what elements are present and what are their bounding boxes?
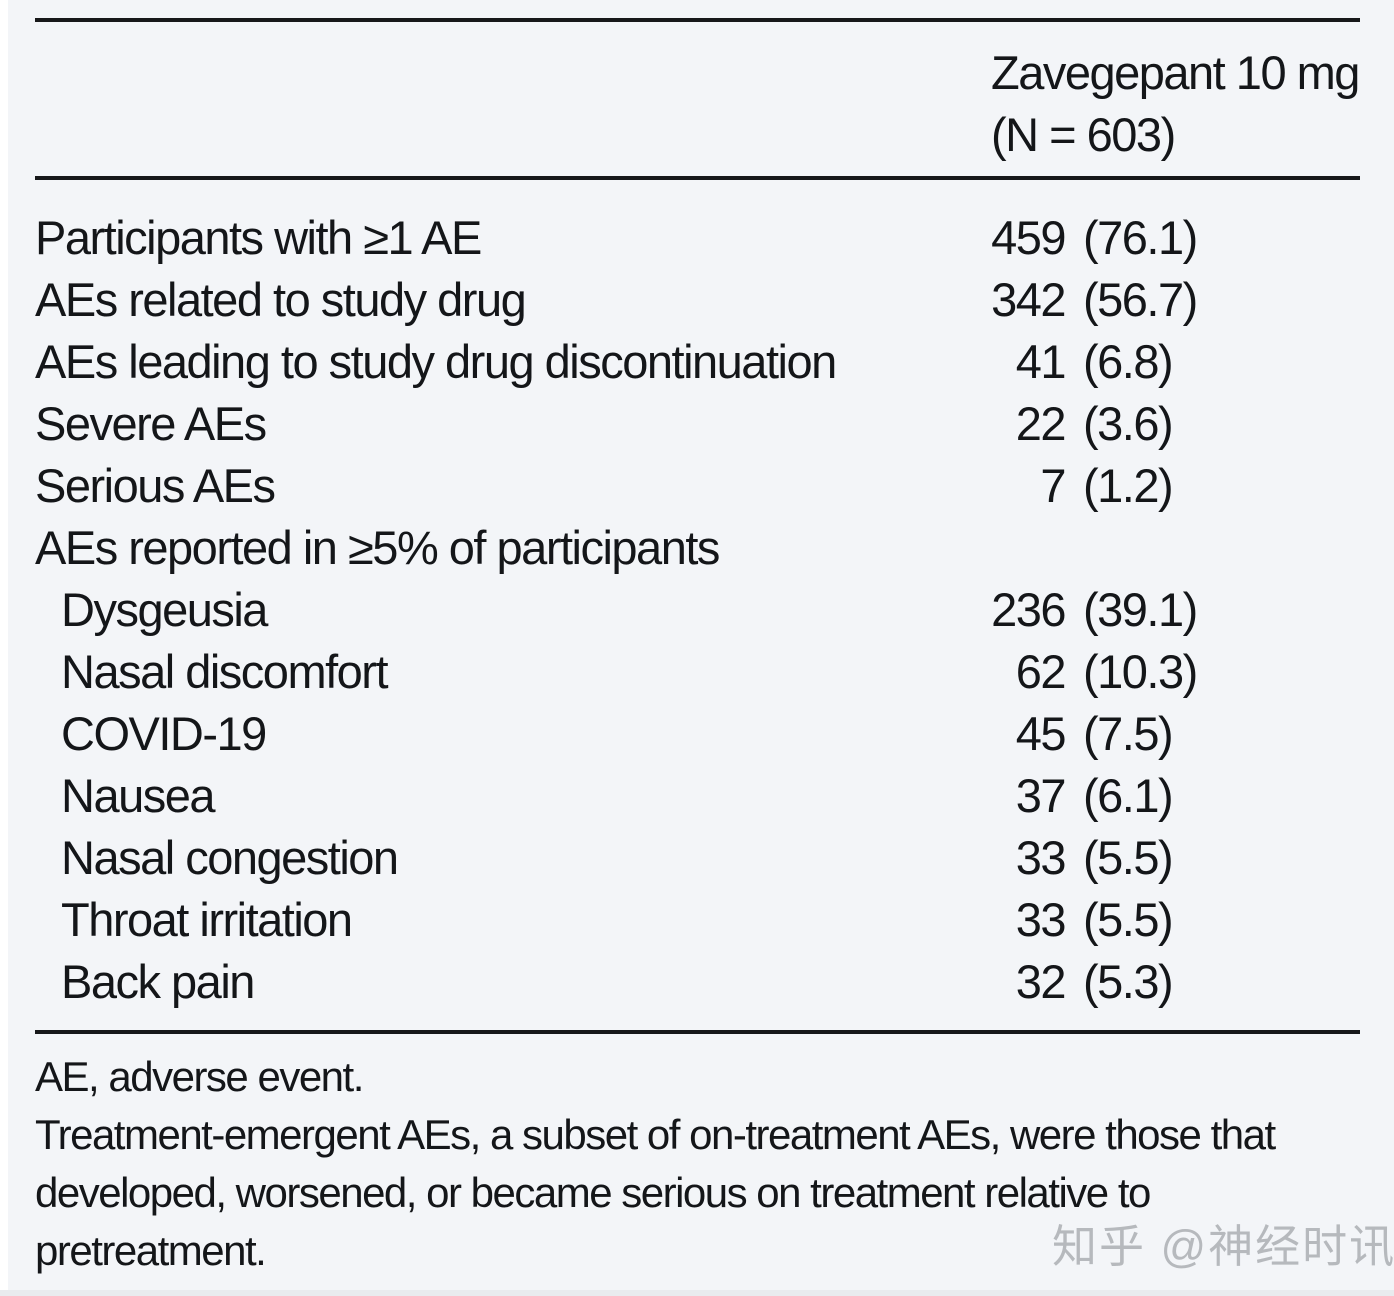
row-value: 459 (76.1)	[985, 207, 1198, 269]
table-row: Nausea 37 (6.1)	[35, 765, 1360, 827]
row-count: 342	[991, 273, 1066, 326]
table-row: Serious AEs 7 (1.2)	[35, 455, 1360, 517]
row-label: Participants with ≥1 AE	[35, 211, 482, 264]
row-percent: (76.1)	[1083, 211, 1198, 264]
row-value: 33 (5.5)	[985, 889, 1174, 951]
row-count: 33	[1015, 893, 1067, 946]
row-percent: (1.2)	[1083, 459, 1174, 512]
watermark-text: 知乎 @神经时讯	[1052, 1221, 1394, 1272]
row-percent: (5.3)	[1083, 955, 1174, 1008]
row-count: 7	[1040, 459, 1066, 512]
row-count: 236	[991, 583, 1066, 636]
table-row: AEs leading to study drug discontinuatio…	[35, 331, 1360, 393]
row-percent: (3.6)	[1083, 397, 1174, 450]
footnote-line: Treatment-emergent AEs, a subset of on-t…	[35, 1111, 1276, 1158]
row-label: AEs reported in ≥5% of participants	[35, 521, 720, 574]
row-label: Nausea	[61, 769, 216, 822]
row-value: 41 (6.8)	[985, 331, 1174, 393]
row-percent: (6.8)	[1083, 335, 1174, 388]
row-count: 37	[1015, 769, 1067, 822]
column-header: Zavegepant 10 mg (N = 603)	[991, 42, 1360, 166]
row-count: 45	[1015, 707, 1067, 760]
table-row: Nasal congestion 33 (5.5)	[35, 827, 1360, 889]
row-count: 32	[1015, 955, 1067, 1008]
table-row: AEs reported in ≥5% of participants	[35, 517, 1360, 579]
row-label: Severe AEs	[35, 397, 267, 450]
row-value: 62 (10.3)	[985, 641, 1199, 703]
table-row: Participants with ≥1 AE 459 (76.1)	[35, 207, 1360, 269]
left-edge-strip	[0, 0, 8, 1296]
table-body: Participants with ≥1 AE 459 (76.1) AEs r…	[35, 207, 1360, 1013]
bottom-edge-strip	[0, 1290, 1394, 1296]
footnote-line: developed, worsened, or became serious o…	[35, 1169, 1151, 1216]
row-count: 22	[1015, 397, 1067, 450]
row-value: 33 (5.5)	[985, 827, 1174, 889]
column-header-line1: Zavegepant 10 mg	[991, 46, 1360, 99]
row-label: Throat irritation	[61, 893, 353, 946]
table-row: COVID-19 45 (7.5)	[35, 703, 1360, 765]
row-percent: (5.5)	[1083, 831, 1174, 884]
row-percent: (5.5)	[1083, 893, 1174, 946]
footnote-line: pretreatment.	[35, 1227, 267, 1274]
column-header-line2: (N = 603)	[991, 108, 1176, 161]
table-row: Severe AEs 22 (3.6)	[35, 393, 1360, 455]
table-footnotes: AE, adverse event. Treatment-emergent AE…	[35, 1048, 1375, 1280]
row-value: 37 (6.1)	[985, 765, 1174, 827]
row-label: Back pain	[61, 955, 255, 1008]
footnote-line: AE, adverse event.	[35, 1053, 364, 1100]
row-value: 236 (39.1)	[985, 579, 1198, 641]
row-percent: (39.1)	[1083, 583, 1198, 636]
row-percent: (56.7)	[1083, 273, 1198, 326]
row-label: Serious AEs	[35, 459, 276, 512]
row-label: Dysgeusia	[61, 583, 268, 636]
row-value: 45 (7.5)	[985, 703, 1174, 765]
row-value: 7 (1.2)	[985, 455, 1174, 517]
row-label: COVID-19	[61, 707, 267, 760]
table-top-rule	[35, 18, 1360, 22]
row-label: AEs leading to study drug discontinuatio…	[35, 335, 837, 388]
table-row: Dysgeusia 236 (39.1)	[35, 579, 1360, 641]
row-label: AEs related to study drug	[35, 273, 527, 326]
row-value: 32 (5.3)	[985, 951, 1174, 1013]
row-count: 459	[991, 211, 1066, 264]
row-count: 41	[1015, 335, 1067, 388]
row-value: 342 (56.7)	[985, 269, 1198, 331]
row-value	[985, 517, 1083, 579]
table-row: Back pain 32 (5.3)	[35, 951, 1360, 1013]
table-header-rule	[35, 176, 1360, 180]
table-row: AEs related to study drug 342 (56.7)	[35, 269, 1360, 331]
row-count: 62	[1015, 645, 1067, 698]
row-percent: (6.1)	[1083, 769, 1174, 822]
row-count: 33	[1015, 831, 1067, 884]
table-bottom-rule	[35, 1030, 1360, 1034]
table-row: Nasal discomfort 62 (10.3)	[35, 641, 1360, 703]
row-percent: (7.5)	[1083, 707, 1174, 760]
row-value: 22 (3.6)	[985, 393, 1174, 455]
table-row: Throat irritation 33 (5.5)	[35, 889, 1360, 951]
row-percent: (10.3)	[1083, 645, 1198, 698]
row-label: Nasal congestion	[61, 831, 399, 884]
row-label: Nasal discomfort	[61, 645, 389, 698]
